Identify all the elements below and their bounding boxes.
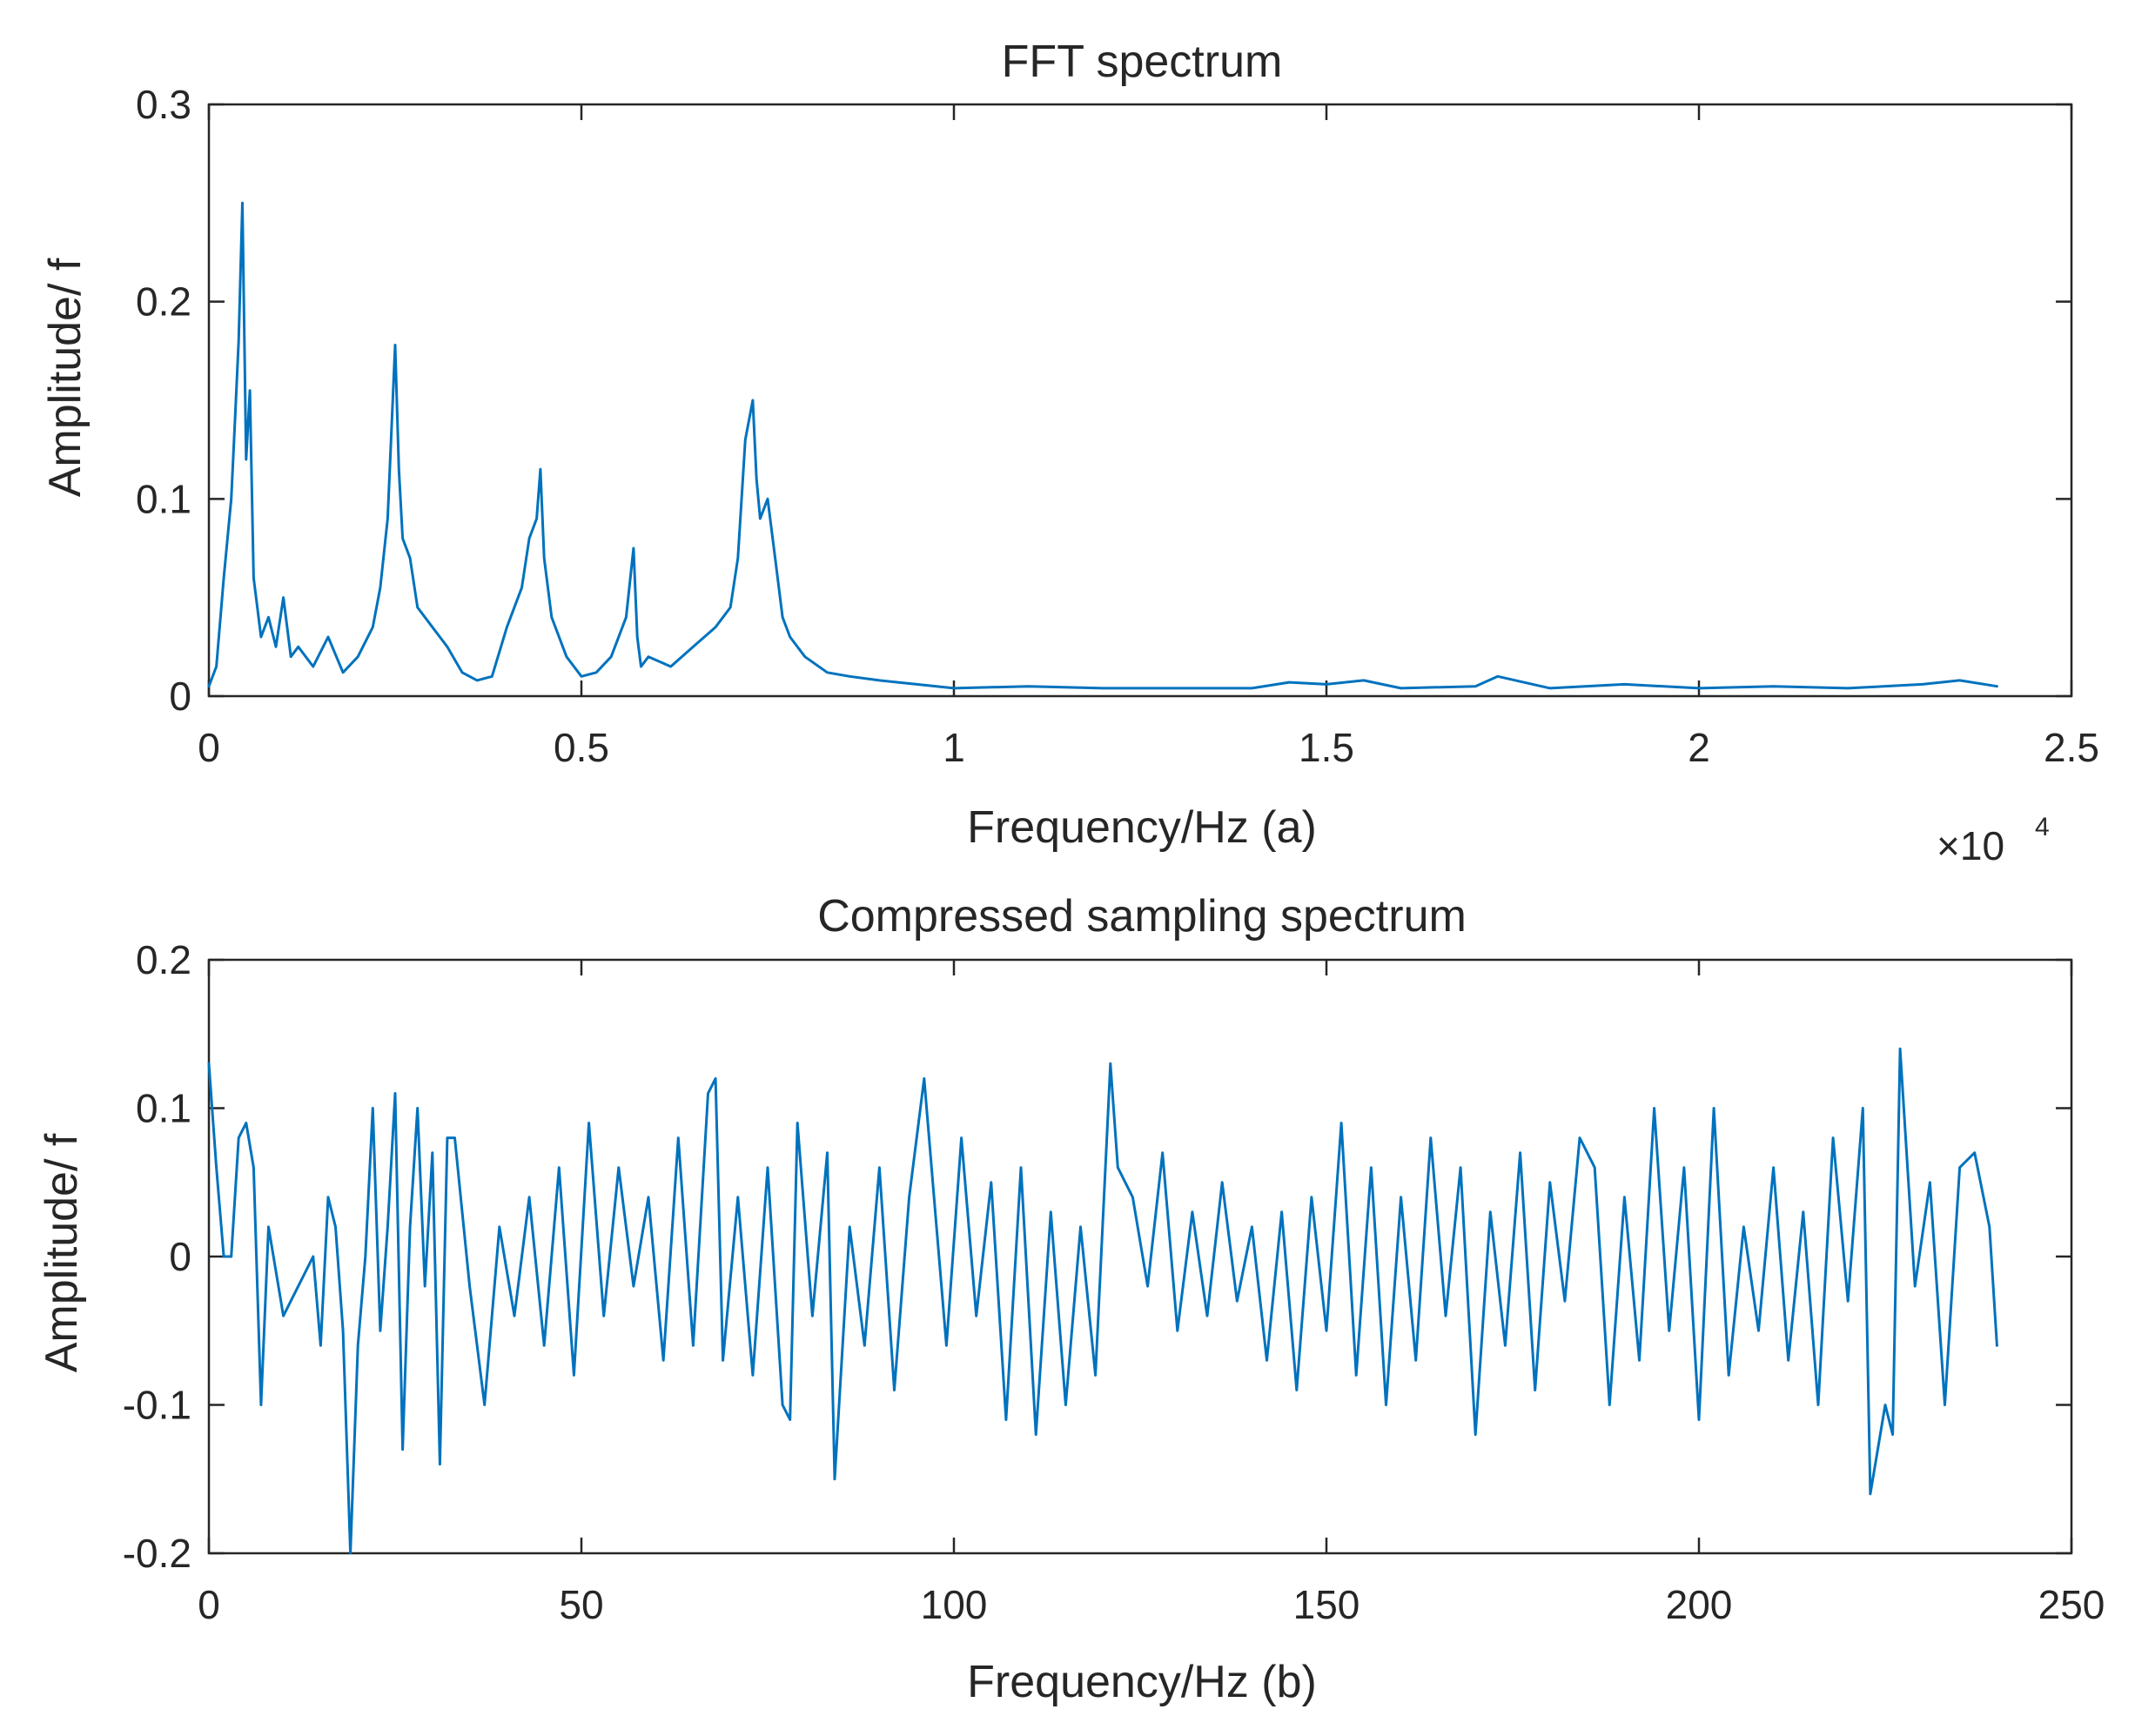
fft-chart-y-tick-label: 0.1: [136, 476, 191, 521]
cs-chart-series-line: [207, 1047, 1998, 1555]
fft-chart-x-tick-label: 0.5: [554, 725, 609, 770]
cs-chart-x-tick-label: 150: [1293, 1582, 1360, 1627]
fft-chart-x-tick-label: 1.5: [1299, 725, 1354, 770]
fft-chart-ylabel: Amplitude/ f: [40, 258, 91, 497]
cs-chart-x-tick-label: 200: [1666, 1582, 1733, 1627]
fft-chart-y-tick-label: 0.3: [136, 82, 191, 127]
cs-chart-x-tick-label: 100: [921, 1582, 988, 1627]
fft-chart: FFT spectrum Amplitude/ f Frequency/Hz (…: [40, 37, 2099, 868]
cs-chart-y-tick-label: 0: [169, 1234, 191, 1279]
cs-chart-x-tick-label: 0: [198, 1582, 220, 1627]
cs-chart-y-tick-label: 0.1: [136, 1086, 191, 1131]
cs-chart-x-tick-label: 250: [2038, 1582, 2105, 1627]
fft-chart-exponent-power: 4: [2035, 813, 2050, 841]
cs-chart-y-tick-label: -0.2: [123, 1531, 191, 1576]
cs-chart-x-tick-label: 50: [559, 1582, 603, 1627]
cs-chart-y-tick-label: -0.1: [123, 1383, 191, 1428]
fft-chart-plot-frame: [207, 103, 2073, 698]
fft-chart-y-tick-label: 0.2: [136, 279, 191, 325]
cs-chart-y-tick-label: 0.2: [136, 937, 191, 982]
cs-chart: Compressed sampling spectrum Amplitude/ …: [37, 891, 2105, 1707]
fft-chart-title: FFT spectrum: [1002, 37, 1283, 87]
cs-chart-ylabel: Amplitude/ f: [37, 1133, 87, 1372]
fft-chart-y-tick-label: 0: [169, 674, 191, 719]
fft-chart-x-tick-label: 2.5: [2044, 725, 2099, 770]
fft-chart-xlabel: Frequency/Hz (a): [967, 802, 1317, 853]
fft-chart-exponent: ×10 4: [1937, 813, 2050, 868]
fft-chart-x-tick-label: 0: [198, 725, 220, 770]
fft-chart-series-line: [207, 201, 1998, 690]
fft-chart-exponent-base: ×10: [1937, 823, 2004, 868]
fft-chart-x-tick-label: 1: [943, 725, 965, 770]
cs-chart-xlabel: Frequency/Hz (b): [967, 1657, 1317, 1707]
fft-chart-x-tick-label: 2: [1688, 725, 1710, 770]
cs-chart-title: Compressed sampling spectrum: [817, 891, 1467, 942]
